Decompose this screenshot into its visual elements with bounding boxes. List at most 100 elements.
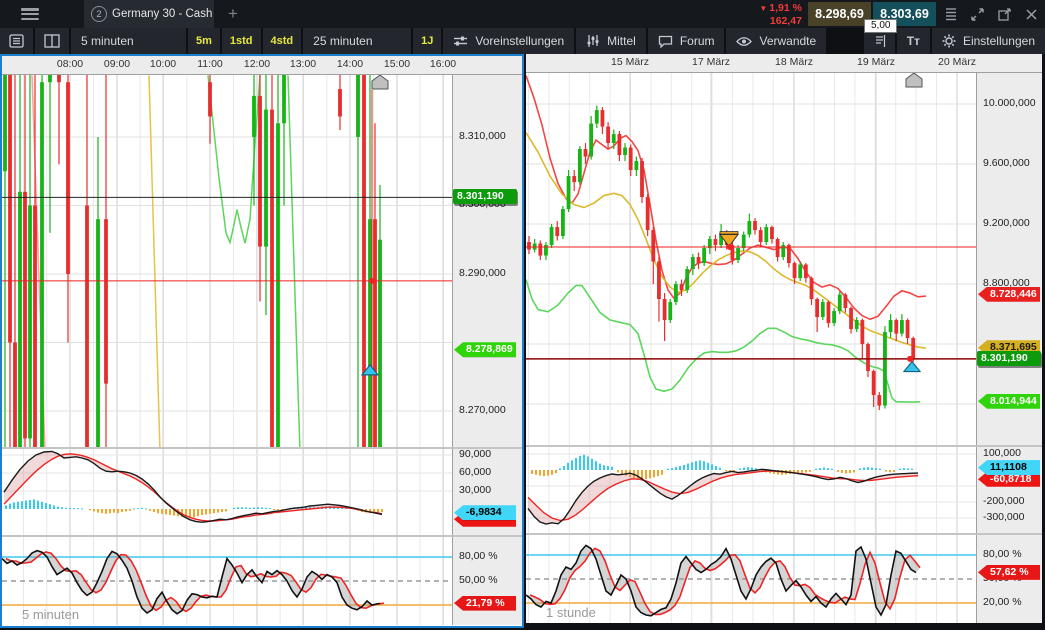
instrument-tab[interactable]: 2 Germany 30 - Cash xyxy=(84,0,214,28)
axis-label: 90,000 xyxy=(459,448,492,460)
time-tick-label: 12:00 xyxy=(243,58,271,70)
stoch-plot[interactable]: 1 stunde xyxy=(526,535,976,623)
main-plot[interactable] xyxy=(526,73,976,445)
settings-label: Einstellungen xyxy=(962,34,1035,48)
time-tick-label: 15:00 xyxy=(383,58,411,70)
axis-label: 50,00 % xyxy=(459,574,498,586)
timeframe-dropdown[interactable]: 5 minuten xyxy=(71,28,186,54)
price-tag: 11,1108 xyxy=(978,460,1040,476)
panel-divider[interactable] xyxy=(2,535,522,537)
stoch-plot[interactable]: 5 minuten xyxy=(2,537,452,625)
presets-label: Voreinstellungen xyxy=(475,34,565,48)
spread-badge: 5,00 xyxy=(864,19,898,33)
time-tick-label: 11:00 xyxy=(197,58,223,70)
price-axis[interactable]: 8.310,000 8.300,000 8.290,000 8.270,000 8.30… xyxy=(452,75,522,447)
axis-label: 8.310,000 xyxy=(459,129,506,142)
price-tag: 57,62 % xyxy=(978,564,1040,580)
time-tick-label: 19 März xyxy=(857,56,895,68)
macd-plot[interactable] xyxy=(2,449,452,535)
document-icon xyxy=(875,35,885,47)
time-axis[interactable]: 15 März 17 März 18 März 19 März 20 März xyxy=(526,54,1042,73)
timeframe2-label: 25 minuten xyxy=(313,34,373,48)
sell-price-button[interactable]: 8.298,69 xyxy=(808,2,871,26)
price-tag: 21,79 % xyxy=(454,595,516,611)
down-triangle-icon: ▼ xyxy=(759,3,768,13)
sliders-icon xyxy=(454,36,468,46)
chart-list-button[interactable] xyxy=(0,28,33,54)
tf-shortcut-1std[interactable]: 1std xyxy=(221,28,261,54)
indicators-button[interactable]: Mittel xyxy=(576,28,646,54)
fullscreen-icon[interactable] xyxy=(964,7,991,21)
price-change: ▼ 1,91 % 162,47 xyxy=(759,2,802,27)
time-tick-label: 16:00 xyxy=(429,58,457,70)
axis-label: 8.800,000 xyxy=(983,277,1030,290)
time-tick-label: 13:00 xyxy=(289,58,317,70)
price-tag: 8.728,446 xyxy=(978,286,1040,302)
panel-divider[interactable] xyxy=(2,447,522,449)
change-percent: 1,91 % xyxy=(769,1,802,14)
tab-number-badge: 2 xyxy=(91,6,107,22)
main-menu-button[interactable] xyxy=(0,0,60,28)
add-tab-button[interactable]: + xyxy=(228,4,238,23)
topbar: 2 Germany 30 - Cash + ▼ 1,91 % 162,47 8.2… xyxy=(0,0,1045,33)
axis-label: 80,00 % xyxy=(983,548,1022,560)
tf-shortcut-5m[interactable]: 5m xyxy=(188,28,220,54)
gear-icon xyxy=(942,34,956,48)
timeframe-label: 5 minuten xyxy=(81,34,134,48)
presets-button[interactable]: Voreinstellungen xyxy=(443,28,575,54)
axis-label: 10.000,000 xyxy=(983,97,1036,110)
macd-axis[interactable]: 90,000 60,000 30,000 -6,9834 xyxy=(452,448,522,535)
price-tag: 8.278,869 xyxy=(454,342,516,358)
time-tick-label: 17 März xyxy=(692,56,730,68)
time-tick-label: 09:00 xyxy=(103,58,131,70)
axis-label: -300,000 xyxy=(983,511,1025,523)
legend-lines-icon[interactable] xyxy=(937,7,964,21)
tf-shortcut-4std[interactable]: 4std xyxy=(262,28,302,54)
text-tool-button[interactable]: Tт xyxy=(896,28,930,54)
forum-button[interactable]: Forum xyxy=(647,28,725,54)
panel-divider[interactable] xyxy=(526,533,1042,535)
timeframe-watermark: 1 stunde xyxy=(546,605,596,620)
popout-icon[interactable] xyxy=(991,7,1018,21)
split-view-button[interactable] xyxy=(35,28,69,54)
eye-icon xyxy=(736,36,753,46)
axis-label: 20,00 % xyxy=(983,596,1022,608)
chart-panel-5min[interactable]: 08:00 09:00 10:00 11:00 12:00 13:00 14:00 15:00… xyxy=(0,54,524,628)
close-icon[interactable] xyxy=(1018,8,1045,20)
speech-bubble-icon xyxy=(658,35,672,48)
chart-panel-1std[interactable]: 15 März 17 März 18 März 19 März 20 März 10.0… xyxy=(526,54,1042,623)
stoch-axis[interactable]: 80,00 %50,00 %20,00 %57,62 % xyxy=(976,535,1042,623)
time-tick-label: 15 März xyxy=(611,56,649,68)
price-tag: 8.014,944 xyxy=(978,393,1040,409)
related-button[interactable]: Verwandte xyxy=(726,28,827,54)
time-tick-label: 14:00 xyxy=(336,58,364,70)
axis-label: 8.270,000 xyxy=(459,403,506,416)
range-shortcut-1j[interactable]: 1J xyxy=(413,28,442,54)
time-tick-label: 18 März xyxy=(775,56,813,68)
axis-label: 60,000 xyxy=(459,466,492,478)
forum-label: Forum xyxy=(679,34,715,48)
price-axis[interactable]: 10.000,000 9.600,000 9.200,000 8.800,000 8.7… xyxy=(976,73,1042,445)
price-tag: 8.301,190 xyxy=(453,189,517,205)
charts-area: 08:00 09:00 10:00 11:00 12:00 13:00 14:00 15:00… xyxy=(0,54,1045,630)
price-tag: -60,8718 xyxy=(978,471,1040,487)
chart-toolbar: 5 minuten 5m 1std 4std 25 minuten 1J Vor… xyxy=(0,28,1045,54)
axis-label: 30,000 xyxy=(459,484,492,496)
settings-button[interactable]: Einstellungen xyxy=(931,28,1045,54)
indicators-label: Mittel xyxy=(607,34,636,48)
change-absolute: 162,47 xyxy=(769,14,802,27)
macd-axis[interactable]: 100,000 -200,000 -300,000 11,1108 -60,8718 xyxy=(976,447,1042,533)
axis-label: 9.200,000 xyxy=(983,217,1030,230)
axis-label: 80,00 % xyxy=(459,550,498,562)
list-view-icon xyxy=(9,34,24,48)
axis-label: 9.600,000 xyxy=(983,157,1030,170)
price-tag: 8.301,190 xyxy=(977,350,1041,366)
stoch-axis[interactable]: 80,00 %50,00 %20,00 %21,79 % xyxy=(452,537,522,625)
timeframe2-dropdown[interactable]: 25 minuten xyxy=(303,28,412,54)
main-plot[interactable] xyxy=(2,75,452,447)
timeframe-watermark: 5 minuten xyxy=(22,607,80,622)
panel-divider[interactable] xyxy=(526,445,1042,447)
time-axis[interactable]: 08:00 09:00 10:00 11:00 12:00 13:00 14:00 15:00… xyxy=(2,56,522,75)
macd-plot[interactable] xyxy=(526,447,976,533)
